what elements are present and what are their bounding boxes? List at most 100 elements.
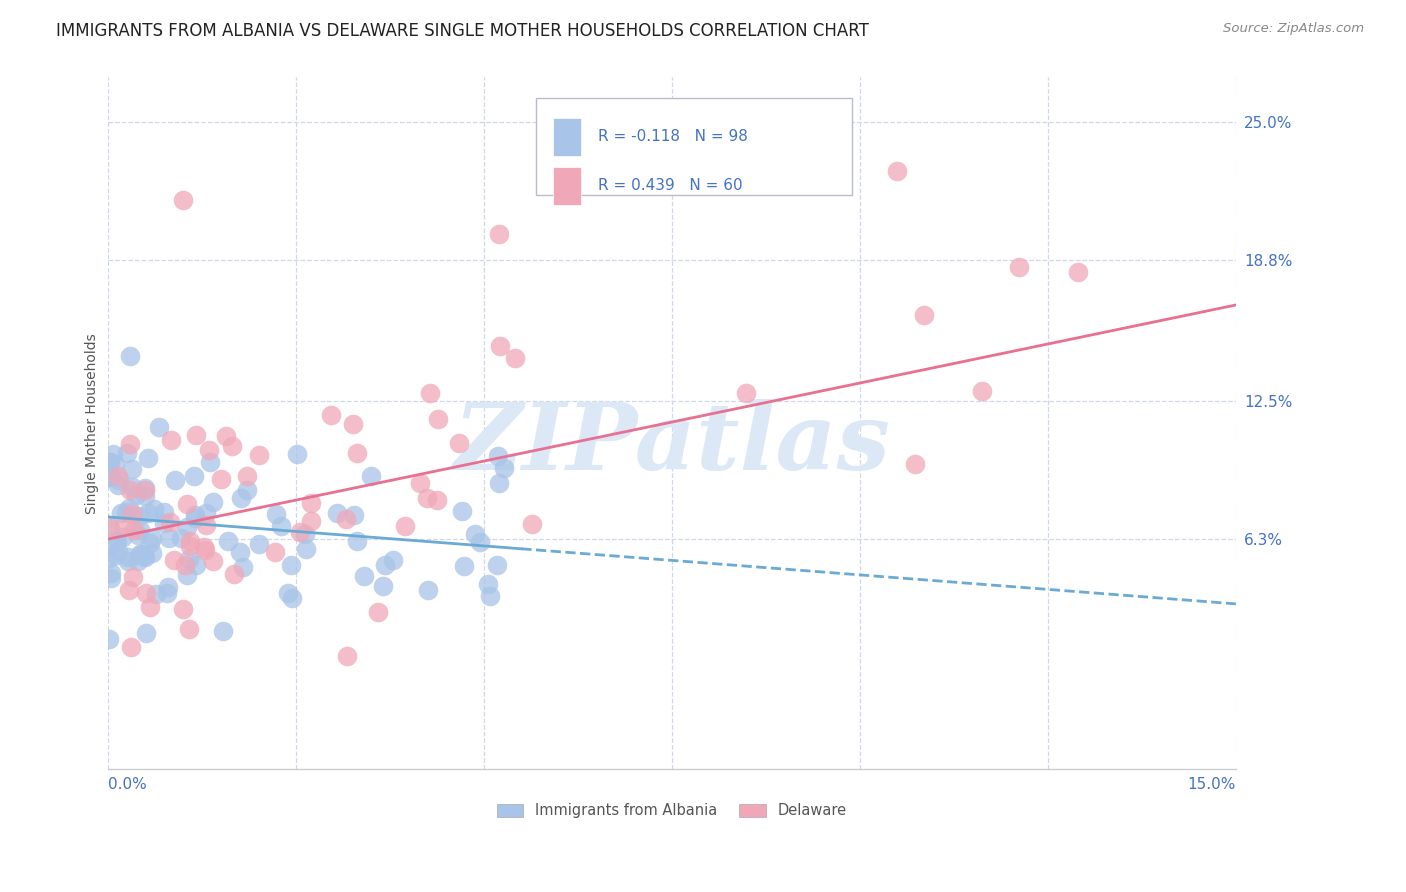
Point (209, 472, 232, 486)
Point (127, 554, 149, 568)
Point (294, 527, 316, 541)
Point (486, 558, 509, 573)
Point (117, 554, 139, 568)
Point (492, 461, 515, 475)
Point (360, 469, 382, 483)
Point (1067, 265, 1090, 279)
Point (408, 476, 430, 491)
Point (98, 470, 121, 484)
Point (107, 477, 129, 491)
Point (121, 461, 143, 475)
Point (366, 605, 388, 619)
Point (101, 447, 124, 461)
Point (522, 516, 544, 531)
Point (1008, 260, 1031, 275)
Point (115, 445, 138, 459)
FancyBboxPatch shape (554, 118, 582, 155)
Point (903, 457, 925, 471)
Point (111, 530, 134, 544)
Point (264, 507, 287, 521)
Point (98, 521, 121, 535)
Point (157, 531, 180, 545)
Point (139, 599, 162, 614)
Point (288, 524, 311, 539)
Point (139, 535, 162, 549)
Point (152, 505, 174, 519)
Point (212, 624, 235, 639)
Point (489, 339, 512, 353)
Point (419, 386, 441, 401)
Legend: Immigrants from Albania, Delaware: Immigrants from Albania, Delaware (491, 797, 852, 824)
Point (118, 501, 141, 516)
Point (277, 585, 299, 599)
Point (160, 433, 183, 447)
Point (135, 625, 157, 640)
Point (972, 384, 994, 398)
Point (112, 519, 135, 533)
Point (97, 550, 120, 565)
Point (110, 506, 132, 520)
Point (107, 469, 129, 483)
Point (394, 519, 416, 533)
Point (247, 448, 270, 462)
Point (503, 351, 526, 366)
Point (105, 534, 128, 549)
Point (468, 534, 491, 549)
Point (371, 579, 394, 593)
Point (235, 483, 257, 497)
Point (136, 451, 159, 466)
Point (453, 559, 475, 574)
Point (193, 540, 215, 554)
Point (321, 408, 343, 422)
Point (173, 558, 195, 573)
Point (342, 417, 364, 431)
Point (449, 435, 471, 450)
Point (451, 503, 474, 517)
Point (129, 523, 152, 537)
Point (98, 468, 121, 483)
Point (135, 586, 157, 600)
Point (105, 548, 128, 562)
Point (426, 412, 449, 426)
Point (163, 473, 186, 487)
Point (108, 473, 131, 487)
Point (194, 542, 217, 557)
Point (479, 589, 502, 603)
Point (141, 545, 163, 559)
Point (336, 648, 359, 663)
Point (118, 483, 141, 497)
Point (179, 533, 201, 548)
Point (914, 308, 936, 322)
Point (477, 577, 499, 591)
Point (121, 507, 143, 521)
Point (159, 516, 181, 530)
Point (97, 517, 120, 532)
Point (280, 558, 302, 572)
Point (134, 481, 156, 495)
Point (299, 514, 322, 528)
Point (120, 640, 142, 655)
Point (326, 506, 349, 520)
Point (98, 455, 121, 469)
Point (488, 227, 510, 241)
Y-axis label: Single Mother Households: Single Mother Households (86, 333, 100, 514)
Point (120, 437, 142, 451)
Point (183, 511, 205, 525)
Point (353, 569, 375, 583)
Point (346, 446, 368, 460)
Point (121, 480, 143, 494)
Point (155, 586, 177, 600)
Point (104, 535, 127, 549)
Point (176, 497, 198, 511)
Point (464, 527, 486, 541)
Point (122, 570, 145, 584)
Point (134, 550, 156, 565)
Point (229, 491, 252, 505)
Point (100, 566, 122, 580)
Point (152, 516, 174, 530)
Point (127, 528, 149, 542)
Text: ZIPatlas: ZIPatlas (453, 399, 890, 489)
Point (886, 164, 908, 178)
Point (129, 547, 152, 561)
Text: R = -0.118   N = 98: R = -0.118 N = 98 (599, 129, 748, 145)
